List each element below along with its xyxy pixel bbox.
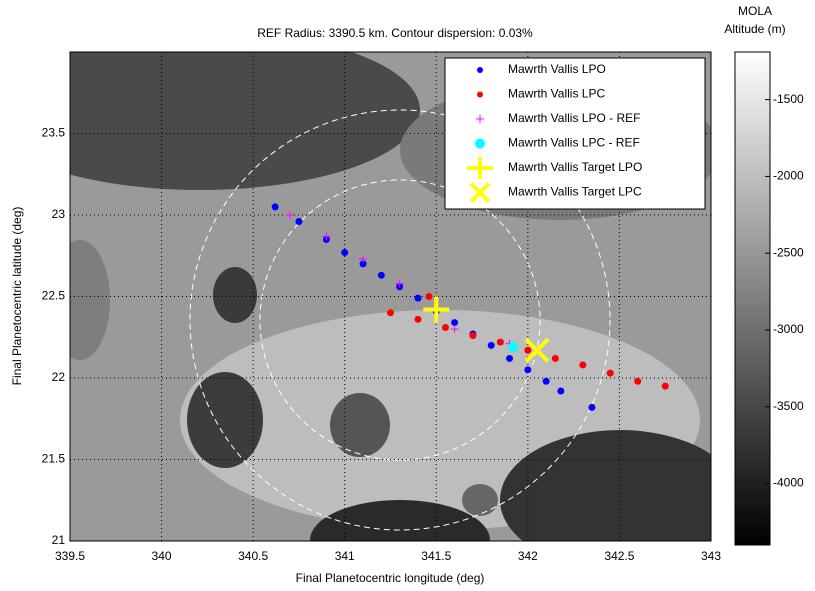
x-tick-label: 342.5: [604, 549, 634, 563]
point: [662, 383, 669, 390]
point: [295, 218, 302, 225]
legend-symbol: [475, 139, 485, 149]
legend-label: Mawrth Vallis LPO: [508, 62, 606, 76]
x-tick-label: 343: [701, 549, 721, 563]
x-tick-label: 340.5: [238, 549, 268, 563]
x-axis-label: Final Planetocentric longitude (deg): [296, 571, 485, 585]
legend-label: Mawrth Vallis LPO - REF: [508, 111, 640, 125]
point: [414, 316, 421, 323]
point: [387, 309, 394, 316]
point: [588, 404, 595, 411]
y-tick-label: 23: [52, 207, 66, 221]
chart-title: REF Radius: 3390.5 km. Contour dispersio…: [257, 26, 533, 40]
legend-marker: [475, 139, 485, 149]
y-tick-label: 22: [52, 370, 66, 384]
point: [524, 347, 531, 354]
colorbar-tick-label: -2000: [773, 169, 804, 183]
point: [607, 370, 614, 377]
x-tick-label: 342: [518, 549, 538, 563]
colorbar-tick-label: -2500: [773, 245, 804, 259]
x-tick-label: 341: [335, 549, 355, 563]
point: [425, 293, 432, 300]
legend-label: Mawrth Vallis Target LPC: [508, 185, 642, 199]
point: [341, 249, 348, 256]
x-tick-label: 340: [152, 549, 172, 563]
legend-symbol: [477, 92, 483, 98]
legend-marker: [477, 92, 483, 98]
point: [497, 339, 504, 346]
point: [634, 378, 641, 385]
legend-marker: [477, 67, 483, 73]
colorbar-label: Altitude (m): [724, 22, 785, 36]
point: [442, 324, 449, 331]
legend-label: Mawrth Vallis LPC - REF: [508, 136, 640, 150]
legend-label: Mawrth Vallis Target LPO: [508, 160, 642, 174]
chart: REF Radius: 3390.5 km. Contour dispersio…: [0, 0, 815, 591]
x-tick-label: 339.5: [55, 549, 85, 563]
point: [378, 272, 385, 279]
point: [506, 355, 513, 362]
point: [552, 355, 559, 362]
colorbar-tick-label: -4000: [773, 476, 804, 490]
point: [451, 319, 458, 326]
point: [543, 378, 550, 385]
y-tick-label: 22.5: [42, 289, 66, 303]
y-tick-label: 23.5: [42, 126, 66, 140]
point: [579, 361, 586, 368]
colorbar-tick-label: -1500: [773, 92, 804, 106]
point: [524, 366, 531, 373]
point: [414, 295, 421, 302]
y-tick-label: 21.5: [42, 452, 66, 466]
colorbar-tick-label: -3500: [773, 399, 804, 413]
legend-symbol: [477, 67, 483, 73]
colorbar-label: MOLA: [738, 4, 772, 18]
x-tick-label: 341.5: [421, 549, 451, 563]
legend-label: Mawrth Vallis LPC: [508, 87, 605, 101]
y-axis-label: Final Planetocentric latitude (deg): [10, 207, 24, 386]
y-tick-label: 21: [52, 533, 66, 547]
colorbar: [735, 52, 770, 545]
colorbar-tick-label: -3000: [773, 322, 804, 336]
point: [488, 342, 495, 349]
point: [272, 203, 279, 210]
point: [469, 332, 476, 339]
point: [508, 342, 518, 352]
point: [557, 388, 564, 395]
